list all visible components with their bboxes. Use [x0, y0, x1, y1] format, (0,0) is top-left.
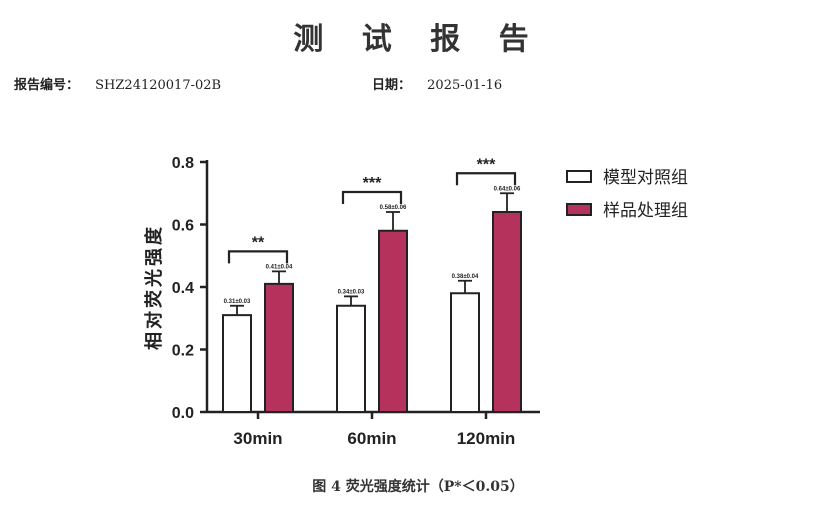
x-tick-label: 120min	[457, 429, 516, 448]
y-tick-label: 0.6	[172, 218, 194, 235]
bar-model-control	[336, 304, 366, 413]
data-label: 0.64±0.06	[494, 186, 521, 192]
report-number: 报告编号： SHZ24120017-02B	[14, 74, 221, 93]
bar-sample-treatment	[492, 211, 522, 413]
y-tick-label: 0.0	[172, 405, 194, 422]
data-label: 0.34±0.03	[338, 289, 365, 295]
legend-swatch-sample-treatment	[566, 203, 592, 216]
significance-bracket	[341, 190, 403, 204]
significance-marker: ***	[477, 156, 496, 173]
report-date: 日期： 2025-01-16	[372, 74, 502, 93]
report-date-value: 2025-01-16	[427, 78, 503, 93]
legend-label: 模型对照组	[603, 168, 688, 188]
bar-sample-treatment	[264, 282, 294, 413]
y-axis-label: 相对荧光强度	[143, 224, 165, 350]
report-number-label: 报告编号：	[14, 78, 80, 93]
bar-model-control	[450, 292, 480, 413]
y-tick-label: 0.2	[172, 343, 194, 360]
data-label: 0.41±0.04	[266, 264, 293, 270]
bar-sample-treatment	[378, 229, 408, 413]
x-tick-label: 60min	[347, 429, 396, 448]
legend-label: 样品处理组	[603, 201, 688, 221]
significance-bracket	[455, 172, 517, 186]
report-date-label: 日期：	[372, 78, 412, 93]
report-title: 测 试 报 告	[293, 22, 543, 57]
legend-swatch-model-control	[566, 170, 592, 183]
significance-marker: **	[252, 234, 265, 251]
y-tick-label: 0.8	[172, 155, 194, 172]
significance-marker: ***	[363, 175, 382, 192]
data-label: 0.31±0.03	[224, 299, 251, 305]
report-number-value: SHZ24120017-02B	[95, 78, 222, 93]
data-label: 0.58±0.06	[380, 205, 407, 211]
significance-bracket	[227, 250, 289, 264]
figure-caption: 图 4 荧光强度统计（P*＜0.05）	[312, 479, 524, 495]
bar-model-control	[222, 314, 252, 413]
y-tick-label: 0.4	[172, 280, 194, 297]
data-label: 0.38±0.04	[452, 274, 479, 280]
x-tick-label: 30min	[233, 429, 282, 448]
